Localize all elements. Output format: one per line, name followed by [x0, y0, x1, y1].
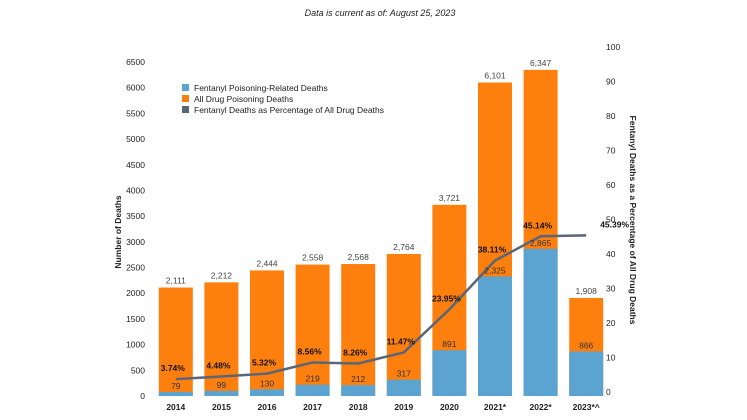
- percentage-value-label: 8.26%: [343, 348, 368, 358]
- y-tick-label: 1500: [126, 314, 145, 324]
- fentanyl-bar: [204, 390, 239, 396]
- percentage-value-label: 45.14%: [523, 220, 552, 230]
- percentage-value-label: 38.11%: [478, 245, 507, 255]
- all-drug-value-label: 2,212: [211, 270, 233, 280]
- fentanyl-value-label: 2,865: [530, 238, 552, 248]
- y-tick-label: 3500: [126, 211, 145, 221]
- y2-tick-label: 90: [606, 77, 616, 87]
- percentage-line-path: [175, 234, 587, 381]
- percentage-value-label: 11.47%: [387, 336, 416, 346]
- y2-tick-label: 0: [606, 387, 611, 397]
- all-drug-value-label: 2,568: [348, 252, 370, 262]
- y-tick-label: 5000: [126, 134, 145, 144]
- y2-axis-ticks: 0 10 20 30 40 50 60 70 80 90 100: [606, 42, 620, 397]
- fentanyl-bar: [569, 351, 604, 396]
- fentanyl-bar: [432, 350, 467, 396]
- all-drug-value-label: 3,721: [439, 193, 461, 203]
- fentanyl-value-label: 99: [217, 380, 227, 390]
- y-tick-label: 4500: [126, 160, 145, 170]
- y2-tick-label: 60: [606, 180, 616, 190]
- legend: Fentanyl Poisoning-Related Deaths All Dr…: [182, 83, 384, 115]
- y-tick-label: 0: [140, 391, 145, 401]
- y-tick-label: 2500: [126, 263, 145, 273]
- y2-tick-label: 50: [606, 215, 616, 225]
- y2-tick-label: 20: [606, 318, 616, 328]
- fentanyl-bar: [478, 276, 512, 396]
- data-current-note: Data is current as of: August 25, 2023: [305, 8, 456, 18]
- fentanyl-bar: [341, 385, 376, 396]
- x-tick-label: 2017: [303, 402, 322, 412]
- all-drug-value-label: 6,347: [530, 58, 552, 68]
- y-tick-label: 6000: [126, 83, 145, 93]
- y-tick-label: 2000: [126, 288, 145, 298]
- all-drug-bar: [158, 287, 193, 396]
- percentage-line: 3.74% 4.48% 5.32% 8.56% 8.26% 11.47% 23.95% 38.…: [161, 219, 629, 381]
- y-tick-label: 3000: [126, 237, 145, 247]
- y2-axis-title: Fentanyl Deaths as a Percentage of All D…: [628, 116, 638, 325]
- all-drug-bar: [295, 264, 330, 396]
- x-axis-ticks: 2014 2015 2016 2017 2018 2019 2020 2021* 2022* 20…: [166, 402, 599, 412]
- x-tick-label: 2015: [212, 402, 231, 412]
- all-drug-value-label: 1,908: [576, 286, 598, 296]
- bars: [158, 69, 604, 396]
- fentanyl-value-label: 891: [442, 339, 456, 349]
- y2-tick-label: 40: [606, 249, 616, 259]
- x-tick-label: 2023*^: [573, 402, 600, 412]
- fentanyl-value-label: 317: [397, 369, 411, 379]
- percentage-value-label: 4.48%: [206, 361, 231, 371]
- y2-tick-label: 30: [606, 284, 616, 294]
- y-axis-ticks: 0 500 1000 1500 2000 2500 3000 3500 4000 4500 5000…: [126, 57, 145, 401]
- legend-swatch-percentage: [182, 106, 189, 113]
- y2-tick-label: 70: [606, 146, 616, 156]
- all-drug-bar: [250, 270, 284, 396]
- all-drug-value-label: 2,111: [166, 276, 186, 286]
- fentanyl-bar: [386, 379, 421, 396]
- fentanyl-value-label: 219: [306, 374, 320, 384]
- all-drug-value-label: 2,558: [302, 253, 324, 263]
- all-drug-bar: [386, 253, 421, 396]
- all-drug-value-label: 2,764: [393, 242, 415, 252]
- fentanyl-value-label: 130: [260, 378, 274, 388]
- all-drug-value-label: 2,444: [256, 258, 278, 268]
- y-tick-label: 1000: [126, 340, 145, 350]
- percentage-value-label: 3.74%: [161, 363, 186, 373]
- legend-swatch-fentanyl: [182, 84, 189, 91]
- y-tick-label: 6500: [126, 57, 145, 67]
- data-labels: 2,111 79 2,212 99 2,444 130 2,558 219 2,568 212 2,…: [166, 58, 597, 391]
- x-tick-label: 2019: [394, 402, 413, 412]
- fentanyl-bar: [523, 248, 558, 396]
- y2-tick-label: 80: [606, 111, 616, 121]
- all-drug-bar: [341, 264, 376, 396]
- y-tick-label: 500: [131, 365, 145, 375]
- percentage-value-label: 45.39%: [600, 219, 629, 229]
- fentanyl-bar: [250, 389, 284, 396]
- legend-label-all-drugs: All Drug Poisoning Deaths: [194, 94, 293, 104]
- fentanyl-value-label: 79: [171, 381, 181, 391]
- fentanyl-value-label: 866: [579, 341, 593, 351]
- x-tick-label: 2018: [349, 402, 368, 412]
- x-tick-label: 2016: [258, 402, 277, 412]
- percentage-value-label: 5.32%: [252, 358, 277, 368]
- y-tick-label: 5500: [126, 108, 145, 118]
- x-tick-label: 2014: [166, 402, 185, 412]
- y2-tick-label: 10: [606, 353, 616, 363]
- y-axis-title: Number of Deaths: [113, 195, 123, 268]
- all-drug-value-label: 6,101: [484, 71, 506, 81]
- fentanyl-value-label: 2,325: [484, 266, 506, 276]
- percentage-value-label: 23.95%: [432, 293, 461, 303]
- percentage-value-label: 8.56%: [298, 346, 323, 356]
- fentanyl-bar: [295, 384, 330, 396]
- y2-tick-label: 100: [606, 42, 620, 52]
- x-tick-label: 2022*: [529, 402, 552, 412]
- fentanyl-bar: [158, 391, 193, 396]
- legend-swatch-all-drugs: [182, 95, 189, 102]
- x-tick-label: 2020: [440, 402, 459, 412]
- x-tick-label: 2021*: [484, 402, 507, 412]
- fentanyl-value-label: 212: [351, 374, 365, 384]
- legend-label-percentage: Fentanyl Deaths as Percentage of All Dru…: [194, 105, 384, 115]
- legend-label-fentanyl: Fentanyl Poisoning-Related Deaths: [194, 83, 328, 93]
- y-tick-label: 4000: [126, 185, 145, 195]
